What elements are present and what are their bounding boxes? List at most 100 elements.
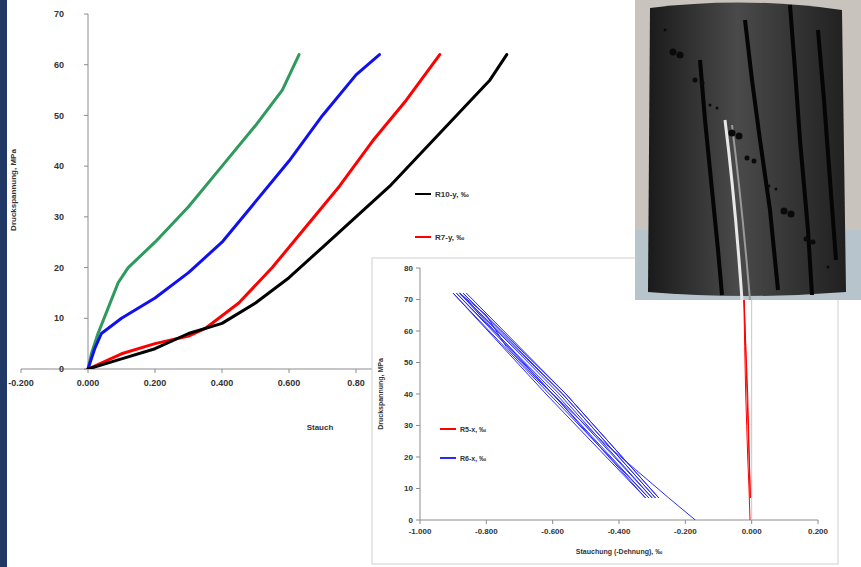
pore <box>752 159 757 164</box>
x-tick-label: -1.000 <box>409 527 432 536</box>
legend-label: R7-y, ‰ <box>435 233 464 242</box>
pore <box>729 130 736 137</box>
y-tick <box>416 520 420 521</box>
x-axis-title: Stauch <box>307 423 334 432</box>
x-tick <box>420 520 421 524</box>
pore <box>745 156 750 161</box>
x-tick <box>155 369 156 373</box>
specimen-photo <box>635 0 861 300</box>
y-axis-title: Druckspannung, MPa <box>377 358 385 430</box>
pore <box>804 237 809 242</box>
page: -0.200 0.000 0.200 0.400 0.600 0.80 0 10 20 30 40 5… <box>0 0 861 567</box>
y-tick-label: 50 <box>404 358 413 367</box>
x-tick-label: -0.800 <box>475 527 498 536</box>
legend-swatch <box>415 236 431 238</box>
y-tick-label: 40 <box>404 390 413 399</box>
y-axis-title: Druckspannung, MPa <box>9 149 18 231</box>
y-tick <box>84 64 88 65</box>
frame-stripe <box>0 0 7 567</box>
y-tick <box>84 115 88 116</box>
x-tick-label: 0.200 <box>144 378 167 388</box>
legend-label: R6-x, ‰ <box>460 455 486 463</box>
x-tick <box>619 520 620 524</box>
y-tick-label: 10 <box>54 313 64 323</box>
y-tick <box>416 425 420 426</box>
y-tick-label: 50 <box>54 111 64 121</box>
pore <box>677 52 684 59</box>
pore <box>775 188 778 191</box>
legend-swatch <box>440 428 456 430</box>
x-tick-label: -0.200 <box>8 378 34 388</box>
x-tick-label: 0.000 <box>742 527 763 536</box>
x-tick-label: 0.400 <box>211 378 234 388</box>
y-tick-label: 10 <box>404 484 413 493</box>
x-tick <box>685 520 686 524</box>
x-tick <box>751 520 752 524</box>
pore <box>700 81 705 86</box>
chart: -1.000 -0.800 -0.600 -0.400 -0.200 0.000 0.200… <box>372 258 838 564</box>
pore <box>827 266 830 269</box>
y-tick <box>84 166 88 167</box>
crack <box>818 30 836 260</box>
legend-label: R5-x, ‰ <box>460 426 486 434</box>
pore <box>664 29 667 32</box>
x-tick-label: 0.200 <box>808 527 829 536</box>
y-tick-label: 80 <box>404 264 413 273</box>
crack <box>790 5 812 295</box>
y-tick <box>416 394 420 395</box>
photo-background <box>635 0 861 300</box>
y-tick-label: 40 <box>54 161 64 171</box>
pore <box>811 240 816 245</box>
series-line <box>744 293 751 520</box>
pore <box>788 211 795 218</box>
cable <box>732 125 750 300</box>
x-axis-title: Stauchung (-Dehnung), ‰ <box>576 548 662 556</box>
x-tick-label: -0.200 <box>674 527 697 536</box>
y-tick <box>84 267 88 268</box>
background <box>0 0 861 567</box>
y-tick-label: 60 <box>404 327 413 336</box>
plot-area <box>453 293 750 520</box>
pore <box>670 49 677 56</box>
y-tick-label: 30 <box>54 212 64 222</box>
cable <box>725 120 742 300</box>
y-tick-label: 20 <box>54 263 64 273</box>
legend-swatch <box>415 193 431 195</box>
y-tick <box>416 268 420 269</box>
specimen <box>648 2 846 296</box>
y-tick <box>416 299 420 300</box>
pore <box>709 104 712 107</box>
pore <box>768 185 771 188</box>
y-tick-label: 60 <box>54 60 64 70</box>
pore <box>693 78 698 83</box>
x-tick-label: 0.80 <box>347 378 365 388</box>
legend-swatch <box>440 457 456 459</box>
x-tick <box>486 520 487 524</box>
zero-line <box>751 268 752 520</box>
y-tick <box>84 318 88 319</box>
series-line <box>453 293 695 520</box>
x-tick <box>356 369 357 373</box>
pore <box>736 133 743 140</box>
y-tick <box>416 362 420 363</box>
x-tick <box>289 369 290 373</box>
x-tick <box>88 369 89 373</box>
y-tick <box>416 331 420 332</box>
legend: R10-y, ‰R7-y, ‰ <box>415 190 469 242</box>
x-tick-label: -0.600 <box>541 527 564 536</box>
y-tick <box>416 488 420 489</box>
y-axis <box>88 14 89 369</box>
x-tick-label: 0.600 <box>278 378 301 388</box>
y-tick-label: 70 <box>54 9 64 19</box>
y-tick <box>84 216 88 217</box>
legend: R5-x, ‰ R6-x, ‰ <box>440 426 486 463</box>
x-tick-label: -0.400 <box>608 527 631 536</box>
y-tick-label: 0 <box>59 364 64 374</box>
pore <box>716 107 719 110</box>
crack <box>700 60 722 295</box>
x-tick <box>21 369 22 373</box>
x-tick <box>222 369 223 373</box>
x-tick <box>552 520 553 524</box>
y-tick <box>416 457 420 458</box>
y-tick <box>84 14 88 15</box>
